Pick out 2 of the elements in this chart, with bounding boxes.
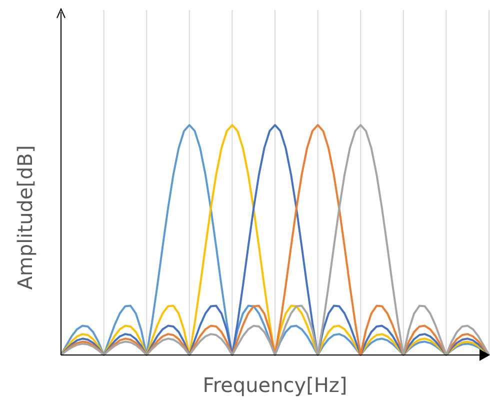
x-axis-title: Frequency[Hz] (202, 373, 348, 397)
y-axis-title: Amplitude[dB] (13, 145, 37, 290)
